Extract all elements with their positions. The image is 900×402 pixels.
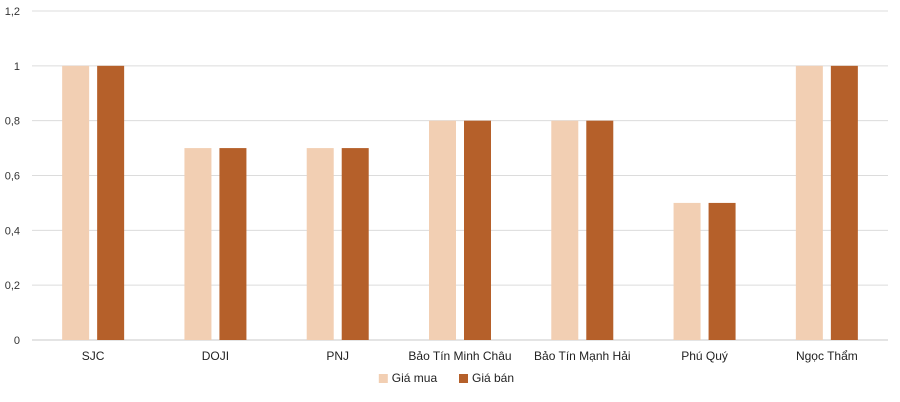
- y-tick-label: 0,2: [5, 280, 20, 292]
- legend-label: Giá mua: [392, 371, 438, 385]
- bar-gia-mua: [429, 120, 456, 341]
- bar-gia-ban: [97, 65, 125, 340]
- y-tick-label: 1,2: [5, 6, 20, 18]
- x-tick-label: PNJ: [326, 349, 349, 363]
- bar-gia-mua: [551, 120, 579, 341]
- y-tick-label: 0,8: [5, 116, 20, 128]
- y-tick-label: 1: [14, 61, 20, 73]
- bar-gia-ban: [219, 148, 247, 340]
- bar-gia-ban: [830, 65, 858, 340]
- x-tick-label: SJC: [82, 349, 105, 363]
- y-tick-label: 0,6: [5, 171, 20, 183]
- legend-label: Giá bán: [472, 371, 514, 385]
- legend-swatch: [459, 374, 468, 383]
- bar-gia-mua: [184, 148, 212, 340]
- x-tick-label: Phú Quý: [681, 349, 728, 363]
- bar-gia-ban: [708, 202, 736, 340]
- x-tick-label: Bảo Tín Minh Châu: [408, 349, 511, 363]
- bar-gia-mua: [306, 148, 334, 340]
- bar-gia-mua: [62, 65, 90, 340]
- x-tick-label: Bảo Tín Mạnh Hải: [534, 349, 631, 363]
- y-tick-label: 0,4: [5, 225, 20, 237]
- bar-gia-ban: [586, 120, 614, 341]
- legend-swatch: [378, 374, 388, 383]
- bar-gia-ban: [464, 120, 491, 341]
- y-tick-label: 0: [14, 335, 20, 347]
- x-tick-label: Ngọc Thẩm: [796, 349, 858, 363]
- bar-gia-ban: [341, 148, 369, 340]
- x-tick-label: DOJI: [202, 349, 229, 363]
- bar-gia-mua: [673, 202, 701, 340]
- bar-gia-mua: [795, 65, 823, 340]
